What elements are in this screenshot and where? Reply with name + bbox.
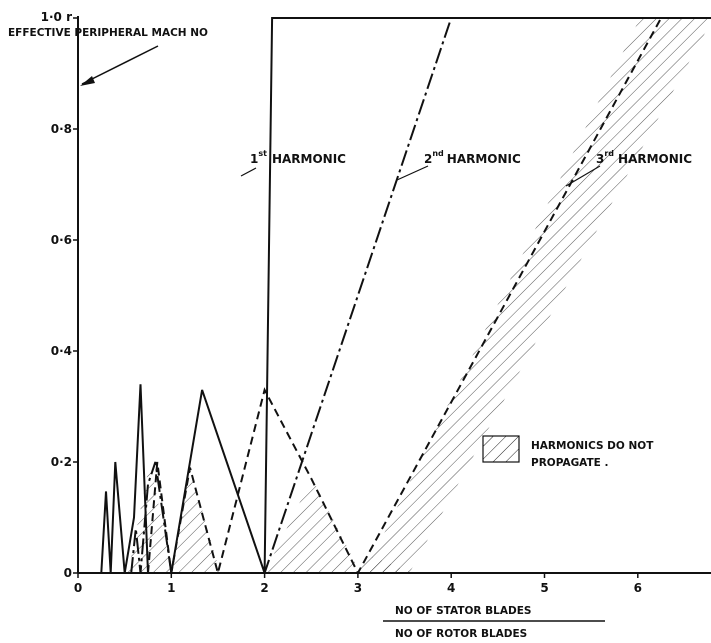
leader-2nd-harmonic bbox=[396, 165, 429, 181]
y-tick-label: 0 bbox=[64, 566, 72, 580]
hatched-regions bbox=[128, 18, 711, 572]
y-tick-label: 0·8 bbox=[51, 122, 72, 136]
x-label-numerator: NO OF STATOR BLADES bbox=[395, 605, 531, 617]
label-2nd-harmonic: 2nd HARMONIC bbox=[424, 149, 521, 166]
legend: HARMONICS DO NOT PROPAGATE . bbox=[482, 435, 654, 469]
y-tick-label: 1·0 r bbox=[41, 10, 72, 24]
y-axis-label: EFFECTIVE PERIPHERAL MACH NO bbox=[8, 27, 208, 39]
leader-1st-harmonic bbox=[240, 167, 257, 177]
y-ticks: 0 0·2 0·4 0·6 0·8 1·0 r bbox=[41, 10, 78, 580]
x-tick-label: 1 bbox=[167, 581, 175, 595]
label-3rd-harmonic: 3rd HARMONIC bbox=[596, 149, 692, 166]
y-label-arrowhead bbox=[80, 76, 95, 86]
series-line-3 bbox=[147, 17, 662, 577]
hatch-region bbox=[265, 478, 360, 572]
y-tick-label: 0·6 bbox=[51, 233, 72, 247]
legend-hatch-swatch bbox=[482, 435, 520, 463]
x-tick-label: 6 bbox=[634, 581, 642, 595]
hatch-region bbox=[365, 18, 711, 572]
leader-3rd-harmonic bbox=[565, 165, 601, 187]
hatch-region bbox=[172, 468, 220, 572]
hatch-region bbox=[128, 462, 172, 572]
legend-label-line1: HARMONICS DO NOT bbox=[531, 440, 654, 452]
x-tick-label: 4 bbox=[447, 581, 455, 595]
label-1st-harmonic: 1st HARMONIC bbox=[250, 149, 346, 166]
y-tick-label: 0·2 bbox=[51, 455, 72, 469]
x-tick-label: 0 bbox=[74, 581, 82, 595]
x-tick-label: 5 bbox=[540, 581, 548, 595]
series-line-2 bbox=[130, 17, 453, 574]
x-ticks: 0 1 2 3 4 5 6 bbox=[74, 573, 642, 595]
y-label-arrow bbox=[81, 45, 159, 85]
series-lines bbox=[100, 17, 711, 577]
x-tick-label: 3 bbox=[354, 581, 362, 595]
x-tick-label: 2 bbox=[260, 581, 268, 595]
legend-label-line2: PROPAGATE . bbox=[531, 457, 608, 469]
x-label-denominator: NO OF ROTOR BLADES bbox=[395, 628, 527, 640]
y-tick-label: 0·4 bbox=[51, 344, 72, 358]
